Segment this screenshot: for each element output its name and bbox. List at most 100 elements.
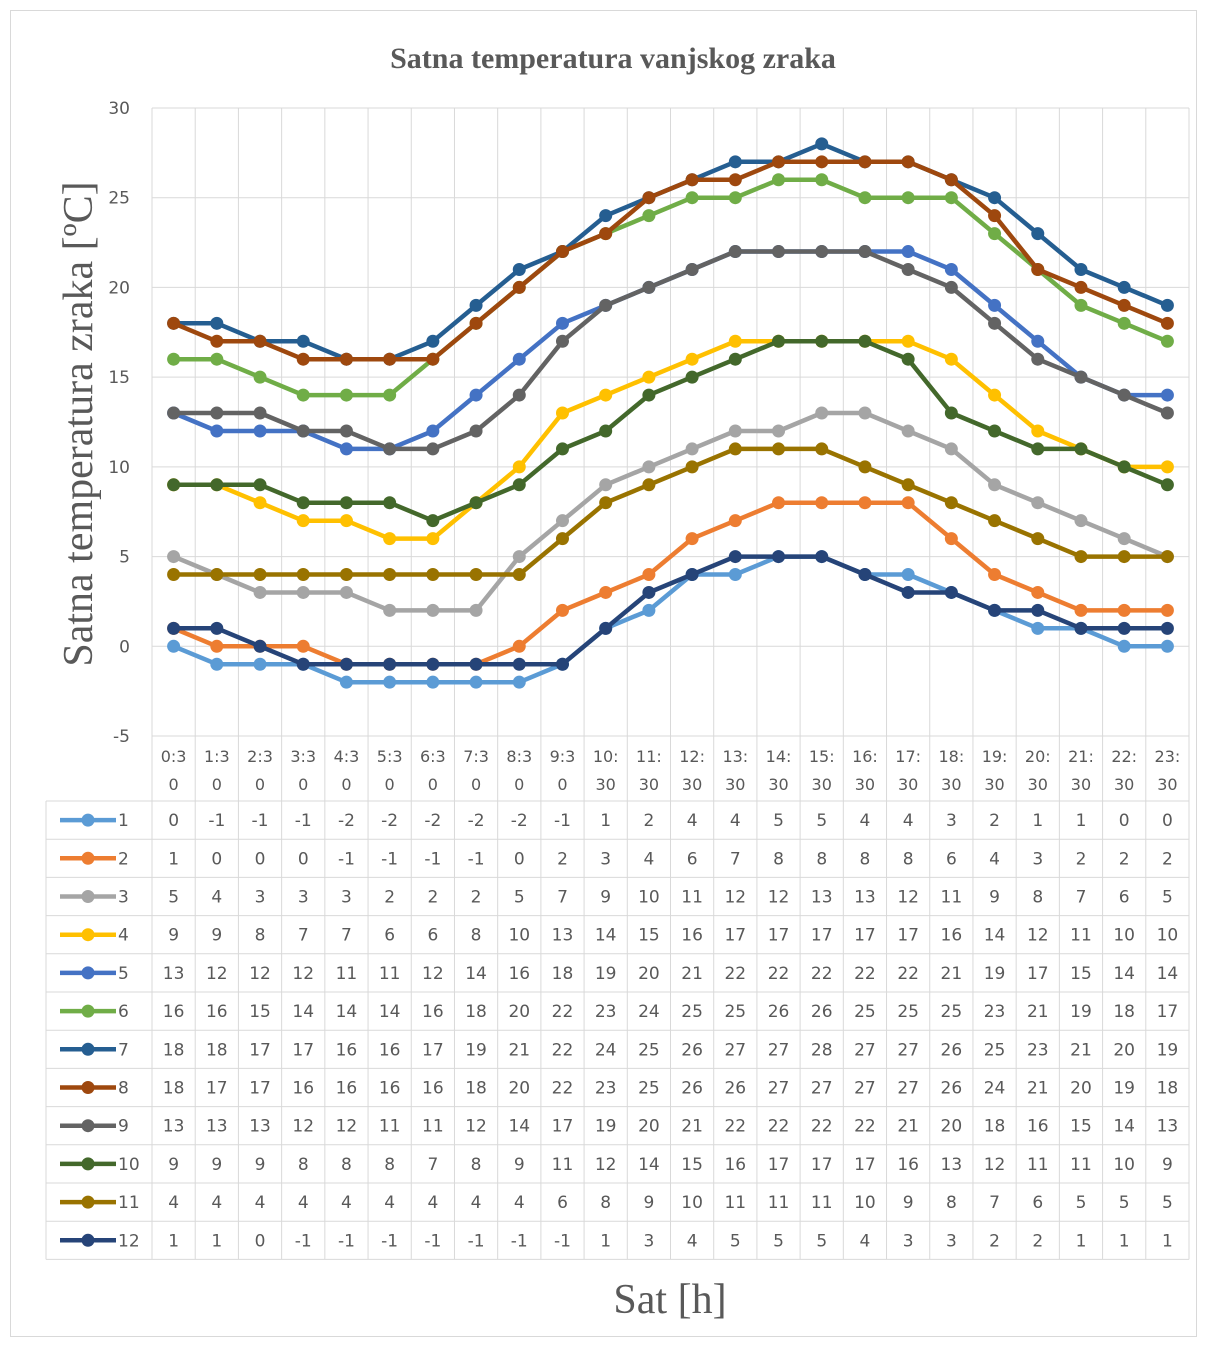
table-cell: 8 xyxy=(773,849,784,869)
table-cell: 10 xyxy=(1113,926,1135,946)
data-point xyxy=(555,316,569,330)
table-cell: 4 xyxy=(341,1193,352,1213)
data-point xyxy=(339,424,353,438)
category-label-line2: 30 xyxy=(1114,775,1134,794)
data-point xyxy=(1031,334,1045,348)
table-cell: 21 xyxy=(681,1117,703,1137)
table-cell: 3 xyxy=(298,888,309,908)
data-point xyxy=(815,496,829,510)
data-point xyxy=(469,603,483,617)
data-point xyxy=(988,298,1002,312)
table-cell: 9 xyxy=(211,926,222,946)
data-point xyxy=(210,568,224,582)
table-cell: 26 xyxy=(768,1002,790,1022)
data-point xyxy=(858,460,872,474)
series-line xyxy=(173,446,1168,577)
data-point xyxy=(1074,442,1088,456)
data-point xyxy=(469,675,483,689)
data-point xyxy=(426,334,440,348)
data-point xyxy=(469,496,483,510)
data-point xyxy=(599,209,613,223)
data-point xyxy=(901,191,915,205)
category-label-line2: 30 xyxy=(639,775,659,794)
table-cell: 3 xyxy=(600,849,611,869)
table-cell: 17 xyxy=(768,926,790,946)
data-point xyxy=(728,442,742,456)
legend-key-marker xyxy=(81,1081,95,1094)
data-point xyxy=(512,280,526,294)
table-cell: 20 xyxy=(508,1002,530,1022)
table-cell: 22 xyxy=(854,1117,876,1137)
table-row: 4 9 9 8 7 7 6 6 8 10 13 14 15 16 17 17 17 17 17 16 14 12 11 10 1… xyxy=(60,926,1178,946)
table-cell: 18 xyxy=(206,1040,228,1060)
table-cell: 12 xyxy=(249,964,271,984)
table-cell: 19 xyxy=(1113,1079,1135,1099)
table-cell: -1 xyxy=(424,849,441,869)
table-cell: 12 xyxy=(422,964,444,984)
table-cell: 4 xyxy=(860,1231,871,1251)
table-cell: 0 xyxy=(255,849,266,869)
data-point xyxy=(642,370,656,384)
table-cell: 16 xyxy=(336,1040,358,1060)
data-point xyxy=(383,496,397,510)
table-cell: 19 xyxy=(1157,1040,1179,1060)
data-point xyxy=(253,585,267,599)
category-label-line2: 0 xyxy=(385,775,395,794)
data-table: 1 0 -1 -1 -1 -2 -2 -2 -2 -2 -1 1 2 4 4 5 5 4 4 3 2 1 1 0 02 1 0 0 0-… xyxy=(45,800,1189,1260)
table-cell: 22 xyxy=(897,964,919,984)
data-point xyxy=(512,478,526,492)
table-cell: 20 xyxy=(1070,1079,1092,1099)
data-point xyxy=(944,532,958,546)
data-point xyxy=(1117,280,1131,294)
table-cell: 11 xyxy=(681,888,703,908)
y-tick-label: 10 xyxy=(108,458,130,478)
table-cell: 17 xyxy=(811,1155,833,1175)
data-point xyxy=(642,585,656,599)
table-cell: 16 xyxy=(379,1040,401,1060)
table-cell: 3 xyxy=(903,1231,914,1251)
table-cell: 16 xyxy=(941,926,963,946)
data-point xyxy=(469,657,483,671)
category-label-line2: 0 xyxy=(212,775,222,794)
data-point xyxy=(555,657,569,671)
table-cell: 17 xyxy=(422,1040,444,1060)
table-row: 8 18 17 17 16 16 16 16 18 20 22 23 25 26 26 27 27 27 27 26 2… xyxy=(60,1079,1178,1099)
table-cell: 16 xyxy=(379,1079,401,1099)
table-cell: 21 xyxy=(1027,1002,1049,1022)
data-point xyxy=(1074,298,1088,312)
data-point xyxy=(1031,227,1045,241)
table-cell: 19 xyxy=(1070,1002,1092,1022)
table-cell: 6 xyxy=(946,849,957,869)
category-label-line1: 21: xyxy=(1068,747,1094,766)
table-cell: 20 xyxy=(941,1117,963,1137)
table-cell: 8 xyxy=(1032,888,1043,908)
table-cell: 18 xyxy=(465,1002,487,1022)
table-cell: 26 xyxy=(941,1079,963,1099)
data-point xyxy=(1160,388,1174,402)
series-name: 10 xyxy=(118,1155,140,1175)
table-cell: 17 xyxy=(811,926,833,946)
table-cell: 27 xyxy=(897,1040,919,1060)
category-label-line1: 11: xyxy=(636,747,662,766)
table-cell: 13 xyxy=(1157,1117,1179,1137)
table-cell: 17 xyxy=(724,926,746,946)
table-cell: -1 xyxy=(208,811,225,831)
table-cell: 15 xyxy=(1070,964,1092,984)
data-point xyxy=(1031,585,1045,599)
data-point xyxy=(1160,406,1174,420)
data-point xyxy=(599,478,613,492)
table-cell: 9 xyxy=(989,888,1000,908)
data-point xyxy=(728,191,742,205)
category-label-line2: 0 xyxy=(514,775,524,794)
table-cell: 13 xyxy=(206,1117,228,1137)
table-cell: 17 xyxy=(854,926,876,946)
table-cell: 1 xyxy=(1032,811,1043,831)
data-point xyxy=(944,280,958,294)
data-point xyxy=(426,514,440,528)
data-point xyxy=(167,352,181,366)
table-cell: 20 xyxy=(638,1117,660,1137)
legend-key-marker xyxy=(81,1004,95,1018)
category-label-line1: 2:3 xyxy=(247,747,273,766)
table-cell: 26 xyxy=(724,1079,746,1099)
y-axis-ticks: -5 0 5 10 15 20 25 30 xyxy=(108,99,130,747)
